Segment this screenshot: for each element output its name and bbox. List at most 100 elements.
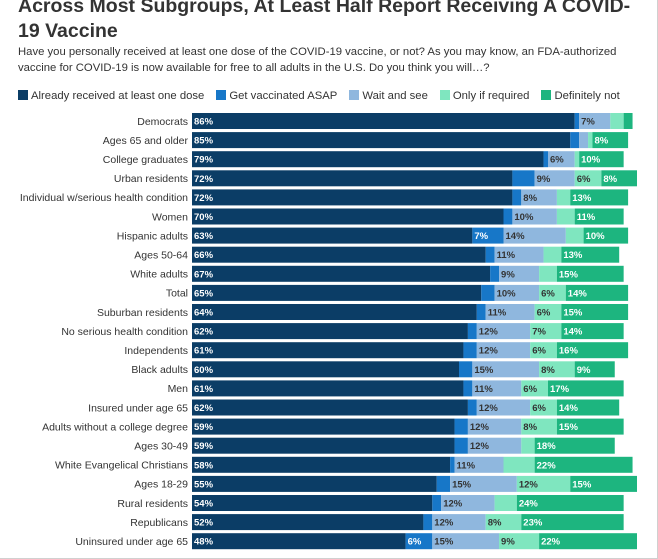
- bar-segment[interactable]: [467, 399, 477, 416]
- bar-segment[interactable]: [485, 514, 522, 531]
- bar-segment[interactable]: [574, 361, 615, 378]
- bar-segment[interactable]: [561, 304, 629, 320]
- bar-segment[interactable]: [570, 189, 629, 206]
- bar-segment[interactable]: [556, 399, 620, 416]
- bar-segment[interactable]: [450, 456, 455, 473]
- bar-segment[interactable]: [472, 227, 504, 244]
- bar-segment[interactable]: [454, 456, 504, 473]
- bar-segment[interactable]: [476, 323, 531, 340]
- bar-segment[interactable]: [556, 189, 571, 206]
- bar-segment[interactable]: [588, 132, 593, 149]
- bar-segment[interactable]: [192, 113, 575, 129]
- bar-segment[interactable]: [432, 514, 486, 531]
- bar-segment[interactable]: [467, 323, 477, 340]
- bar-segment[interactable]: [561, 323, 624, 340]
- bar-segment[interactable]: [485, 246, 495, 263]
- bar-segment[interactable]: [556, 265, 624, 282]
- bar-segment[interactable]: [432, 495, 442, 511]
- bar-segment[interactable]: [503, 456, 535, 473]
- bar-segment[interactable]: [459, 361, 473, 378]
- bar-segment[interactable]: [494, 246, 544, 263]
- bar-segment[interactable]: [534, 170, 575, 187]
- bar-segment[interactable]: [423, 514, 433, 531]
- bar-segment[interactable]: [192, 399, 468, 416]
- bar-segment[interactable]: [556, 342, 629, 359]
- bar-segment[interactable]: [467, 437, 522, 454]
- bar-segment[interactable]: [494, 284, 540, 301]
- bar-segment[interactable]: [539, 284, 566, 301]
- bar-segment[interactable]: [556, 208, 575, 225]
- bar-segment[interactable]: [472, 380, 522, 397]
- bar-segment[interactable]: [574, 208, 624, 225]
- bar-segment[interactable]: [521, 437, 535, 454]
- legend-item-1[interactable]: Get vaccinated ASAP: [216, 89, 337, 103]
- bar-segment[interactable]: [543, 151, 548, 168]
- bar-segment[interactable]: [561, 246, 620, 263]
- bar-segment[interactable]: [512, 208, 557, 225]
- bar-segment[interactable]: [521, 514, 624, 531]
- bar-segment[interactable]: [565, 227, 584, 244]
- bar-segment[interactable]: [467, 418, 522, 435]
- bar-segment[interactable]: [579, 151, 624, 168]
- bar-segment[interactable]: [490, 265, 500, 282]
- bar-segment[interactable]: [192, 246, 486, 263]
- legend-item-4[interactable]: Definitely not: [541, 89, 620, 103]
- bar-segment[interactable]: [192, 418, 455, 435]
- bar-segment[interactable]: [534, 304, 562, 320]
- bar-segment[interactable]: [543, 246, 562, 263]
- bar-segment[interactable]: [548, 380, 624, 397]
- bar-segment[interactable]: [503, 227, 566, 244]
- bar-segment[interactable]: [499, 533, 540, 550]
- bar-segment[interactable]: [556, 418, 624, 435]
- bar-segment[interactable]: [530, 399, 557, 416]
- bar-segment[interactable]: [436, 475, 451, 492]
- bar-segment[interactable]: [512, 170, 535, 187]
- bar-segment[interactable]: [574, 113, 580, 129]
- legend-item-2[interactable]: Wait and see: [349, 89, 428, 103]
- bar-segment[interactable]: [192, 208, 504, 225]
- legend-item-3[interactable]: Only if required: [439, 89, 529, 103]
- bar-segment[interactable]: [476, 342, 531, 359]
- bar-segment[interactable]: [192, 380, 464, 397]
- bar-segment[interactable]: [472, 361, 540, 378]
- bar-segment[interactable]: [192, 284, 482, 301]
- bar-segment[interactable]: [481, 284, 495, 301]
- bar-segment[interactable]: [192, 342, 464, 359]
- bar-segment[interactable]: [192, 323, 468, 340]
- bar-segment[interactable]: [192, 132, 571, 149]
- bar-segment[interactable]: [476, 304, 486, 320]
- bar-segment[interactable]: [463, 342, 477, 359]
- bar-segment[interactable]: [463, 380, 473, 397]
- bar-segment[interactable]: [192, 227, 473, 244]
- bar-segment[interactable]: [539, 533, 637, 550]
- bar-segment[interactable]: [534, 456, 633, 473]
- bar-segment[interactable]: [574, 151, 580, 168]
- bar-segment[interactable]: [539, 265, 557, 282]
- bar-segment[interactable]: [192, 533, 406, 550]
- bar-segment[interactable]: [516, 475, 571, 492]
- bar-segment[interactable]: [530, 342, 557, 359]
- bar-segment[interactable]: [192, 189, 513, 206]
- bar-segment[interactable]: [530, 323, 562, 340]
- bar-segment[interactable]: [192, 437, 455, 454]
- bar-segment[interactable]: [583, 227, 629, 244]
- bar-segment[interactable]: [539, 361, 575, 378]
- bar-segment[interactable]: [601, 170, 637, 187]
- bar-segment[interactable]: [579, 132, 589, 149]
- bar-segment[interactable]: [592, 132, 629, 149]
- bar-segment[interactable]: [565, 284, 629, 301]
- bar-segment[interactable]: [454, 437, 468, 454]
- bar-segment[interactable]: [450, 475, 517, 492]
- bar-segment[interactable]: [192, 170, 513, 187]
- bar-segment[interactable]: [192, 456, 451, 473]
- bar-segment[interactable]: [512, 189, 522, 206]
- bar-segment[interactable]: [570, 132, 580, 149]
- bar-segment[interactable]: [610, 113, 624, 129]
- bar-segment[interactable]: [534, 437, 615, 454]
- bar-segment[interactable]: [521, 418, 557, 435]
- bar-segment[interactable]: [441, 495, 495, 511]
- bar-segment[interactable]: [494, 495, 517, 511]
- bar-segment[interactable]: [476, 399, 531, 416]
- bar-segment[interactable]: [623, 113, 633, 129]
- bar-segment[interactable]: [192, 151, 544, 168]
